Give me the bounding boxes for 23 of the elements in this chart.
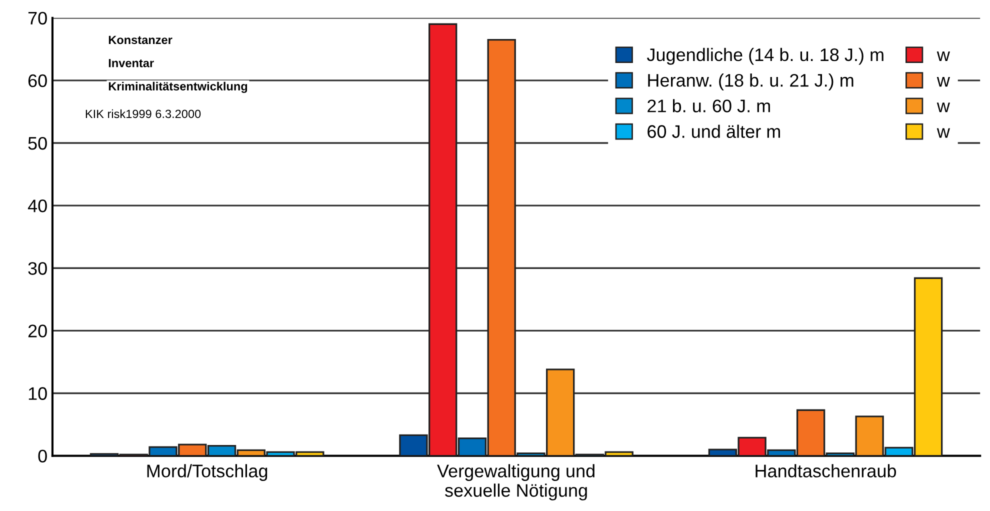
legend-label: w [936, 51, 950, 61]
legend-label: Heranw. (18 b. u. 21 J.) m [648, 74, 854, 90]
y-tick-label: 40 [28, 200, 47, 212]
x-tick-label: Handtaschenraub [756, 464, 896, 478]
annotation: KIK risk1999 6.3.2000 [86, 109, 201, 118]
y-tick-label: 50 [28, 136, 47, 150]
y-tick-label: 0 [38, 450, 47, 463]
legend-label: 60 J. und älter m [648, 124, 780, 138]
x-tick-label: Vergewaltigung und sexuelle Nötigung [437, 464, 594, 500]
legend-label: w [936, 77, 950, 87]
y-tick-label: 10 [28, 387, 47, 400]
annotation: Konstanzer [108, 36, 172, 44]
x-tick-label: Mord/Totschlag [147, 464, 268, 481]
y-tick-label: 30 [28, 262, 47, 275]
legend-label: w [936, 102, 950, 112]
legend-label: 21 b. u. 60 J. m [648, 99, 770, 112]
annotation: Inventar [108, 59, 154, 68]
annotation: Kriminalitätsentwicklung [108, 82, 248, 93]
y-tick-label: 60 [28, 74, 47, 88]
y-tick-label: 20 [28, 324, 47, 338]
legend-label: Jugendliche (14 b. u. 18 J.) m [646, 48, 884, 65]
legend-label: w [936, 128, 950, 138]
y-tick-label: 70 [28, 12, 47, 25]
